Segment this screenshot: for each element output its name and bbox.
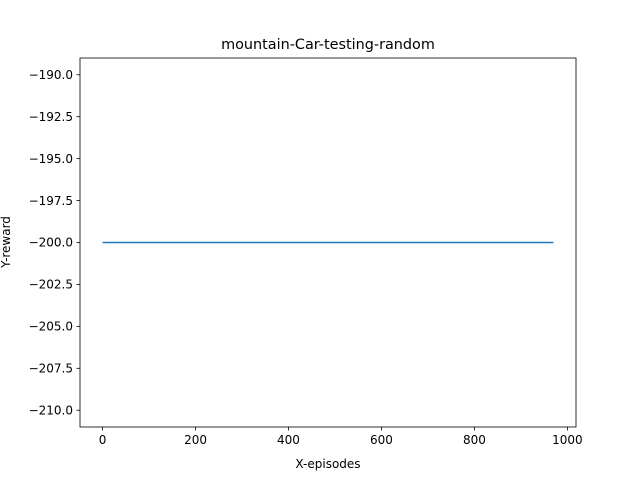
y-tick-label: −202.5 [29,278,73,292]
x-axis-label: X-episodes [295,457,360,471]
x-tick-label: 400 [277,433,300,447]
x-tick-label: 1000 [552,433,583,447]
y-tick-label: −200.0 [29,236,73,250]
y-tick-label: −197.5 [29,194,73,208]
x-tick-label: 600 [370,433,393,447]
y-axis-label: Y-reward [0,216,13,269]
y-tick-label: −190.0 [29,68,73,82]
chart-title: mountain-Car-testing-random [221,37,435,53]
x-axis: 0 200 400 600 800 1000 [99,427,583,447]
y-tick-label: −205.0 [29,320,73,334]
y-axis: −190.0 −192.5 −195.0 −197.5 −200.0 −202.5 −205… [29,68,80,417]
y-tick-label: −192.5 [29,110,73,124]
y-tick-label: −207.5 [29,361,73,375]
y-tick-label: −210.0 [29,403,73,417]
x-tick-label: 0 [99,433,107,447]
x-tick-label: 200 [184,433,207,447]
x-tick-label: 800 [463,433,486,447]
y-tick-label: −195.0 [29,152,73,166]
